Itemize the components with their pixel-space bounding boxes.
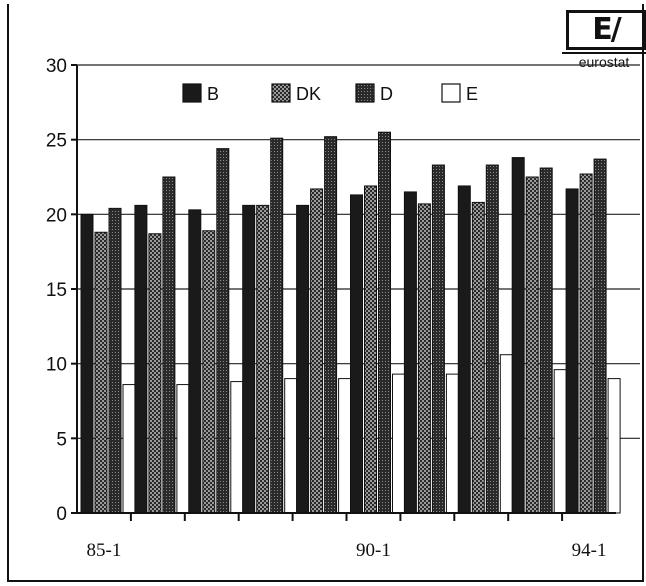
bar-b-92-1	[457, 185, 471, 514]
bar-b-93-1	[511, 157, 525, 514]
bar-d-87-1	[216, 148, 230, 514]
bar-e-94-1	[607, 378, 621, 514]
legend-swatch-dk	[271, 83, 291, 103]
y-tick-label: 20	[46, 205, 67, 226]
y-tick-label: 0	[56, 504, 67, 525]
bar-dk-90-1	[364, 185, 377, 514]
x-tick-label-94-1: 94-1	[572, 540, 607, 561]
bar-dk-89-1	[310, 188, 324, 514]
bar-b-85-1	[80, 213, 94, 514]
bar-dk-86-1	[148, 233, 162, 514]
bar-d-94-1	[593, 158, 607, 514]
y-tick-label: 10	[46, 355, 67, 376]
bar-e-93-1	[553, 369, 567, 514]
legend-label-b: B	[207, 84, 219, 104]
bar-dk-92-1	[471, 201, 485, 514]
legend: B DK D E	[182, 83, 478, 104]
legend-label-e: E	[466, 84, 478, 104]
bar-d-91-1	[431, 164, 445, 514]
bar-d-88-1	[270, 137, 284, 514]
bar-e-85-1	[122, 384, 136, 514]
x-tick-label-85-1: 85-1	[87, 540, 122, 561]
bars	[80, 131, 621, 514]
bar-e-89-1	[338, 378, 352, 514]
legend-swatch-d	[355, 83, 375, 103]
bar-b-88-1	[242, 204, 256, 514]
bar-e-90-1	[392, 373, 405, 514]
legend-label-dk: DK	[296, 84, 321, 104]
y-tick-label: 25	[46, 131, 67, 152]
eurostat-logo-word: eurostat	[562, 52, 646, 70]
bar-e-86-1	[176, 384, 190, 514]
chart-frame	[7, 4, 644, 582]
bar-b-90-1	[350, 194, 363, 514]
bar-e-88-1	[284, 378, 298, 514]
axes: 0 5 10 15 20 25 30 85-1 90-1 94-1	[46, 56, 616, 561]
eurostat-logo: E/ eurostat	[560, 10, 646, 70]
bar-dk-88-1	[256, 204, 270, 514]
bar-d-89-1	[324, 136, 338, 514]
bar-e-91-1	[445, 373, 459, 514]
bar-b-86-1	[134, 204, 148, 514]
y-tick-label: 30	[46, 56, 67, 77]
bar-d-86-1	[162, 176, 176, 514]
bar-e-87-1	[230, 381, 244, 514]
x-tick-label-90-1: 90-1	[356, 540, 391, 561]
y-tick-label: 15	[46, 280, 67, 301]
y-tick-label: 5	[56, 429, 67, 450]
bar-b-89-1	[296, 204, 310, 514]
eurostat-logo-mark: E/	[566, 10, 646, 50]
legend-swatch-b	[182, 83, 202, 103]
bar-dk-93-1	[525, 176, 539, 514]
bar-b-91-1	[403, 191, 417, 514]
legend-label-d: D	[380, 84, 393, 104]
bar-dk-87-1	[202, 230, 216, 514]
bar-dk-94-1	[579, 173, 593, 514]
bar-d-85-1	[108, 207, 122, 514]
bar-dk-91-1	[417, 203, 431, 514]
legend-swatch-e	[441, 83, 461, 103]
bar-d-92-1	[485, 164, 499, 514]
bar-d-93-1	[539, 167, 553, 514]
bar-d-90-1	[378, 131, 391, 514]
bar-b-87-1	[188, 209, 202, 514]
bar-b-94-1	[565, 188, 579, 514]
bar-dk-85-1	[94, 231, 108, 514]
bar-e-92-1	[499, 354, 513, 514]
